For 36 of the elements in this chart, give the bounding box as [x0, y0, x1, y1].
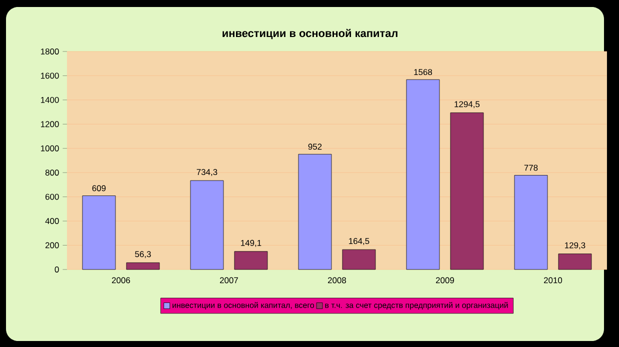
bar: [190, 180, 224, 270]
y-tick-label: 1800: [40, 48, 59, 54]
data-label: 609: [92, 185, 106, 192]
y-tick-label: 1000: [40, 145, 59, 152]
y-tick-label: 200: [45, 242, 59, 248]
data-label: 56,3: [135, 251, 151, 258]
data-label: 952: [308, 144, 322, 150]
bar: [406, 79, 440, 270]
data-label: 778: [524, 164, 538, 171]
x-tick-label: 2008: [328, 277, 346, 284]
y-tick-label: 1400: [40, 96, 59, 103]
data-label: 149,1: [241, 240, 262, 247]
data-label: 164,5: [349, 238, 370, 246]
data-label: 1568: [414, 69, 432, 76]
x-tick-label: 2007: [220, 277, 238, 284]
y-tick-label: 400: [45, 218, 59, 224]
y-tick-label: 1200: [40, 121, 59, 128]
y-tick-label: 600: [46, 194, 59, 200]
bar: [450, 112, 484, 270]
y-tick-label: 0: [54, 266, 59, 272]
bar: [82, 196, 116, 270]
y-tick-label: 800: [45, 170, 59, 176]
bar: [514, 175, 548, 270]
bar: [558, 254, 592, 270]
bar: [126, 262, 160, 270]
chart-title: инвестиции в основной капитал: [222, 28, 398, 40]
y-tick-label: 1600: [40, 72, 59, 79]
x-tick-label: 2010: [544, 277, 562, 284]
x-tick-label: 2006: [112, 277, 130, 284]
bar: [342, 249, 376, 270]
data-label: 734,3: [196, 169, 218, 176]
bar: [298, 154, 332, 270]
data-label: 129,3: [565, 242, 586, 250]
bar: [234, 251, 268, 270]
x-tick-label: 2009: [436, 277, 454, 284]
data-label: 1294,5: [454, 101, 480, 108]
